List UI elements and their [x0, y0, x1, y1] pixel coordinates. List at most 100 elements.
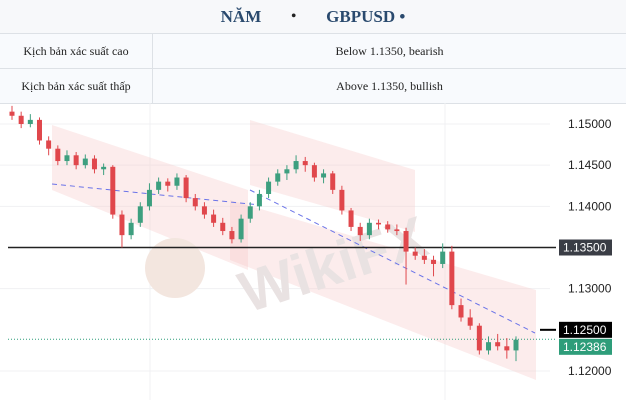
candle [311, 162, 317, 182]
candle-body [321, 173, 327, 178]
candle [82, 154, 88, 169]
candle-body [64, 155, 70, 162]
candle [211, 209, 217, 227]
scenario-label: Kịch bản xác suất cao [0, 34, 153, 68]
candle-body [357, 226, 363, 236]
candle-body [495, 342, 501, 347]
candle [467, 309, 473, 330]
price-tag [559, 321, 612, 338]
candle [449, 245, 455, 310]
candle [174, 173, 180, 190]
candle [18, 111, 24, 129]
y-tick-label: 1.15000 [568, 117, 612, 131]
candle [110, 165, 116, 219]
candle-body [165, 181, 171, 186]
candle [165, 178, 171, 192]
candle [256, 189, 262, 211]
candle [339, 185, 345, 215]
candle-body [137, 206, 143, 223]
candle [495, 333, 501, 351]
candle-body [156, 181, 162, 190]
candle [73, 151, 79, 170]
separator: • [291, 8, 297, 24]
scenario-value: Above 1.1350, bullish [336, 78, 443, 93]
candle [385, 221, 391, 233]
candle [394, 224, 400, 236]
y-tick-label: 1.14000 [568, 199, 612, 213]
candle-body [431, 259, 437, 264]
candle-body [348, 210, 354, 227]
candle [348, 207, 354, 232]
candle [119, 210, 125, 248]
candle [247, 202, 253, 223]
candle-body [385, 224, 391, 230]
candle-body [266, 181, 272, 194]
candle-body [458, 305, 464, 318]
candle [36, 117, 42, 145]
candle [266, 177, 272, 199]
candle-body [238, 218, 244, 240]
candle-body [403, 231, 409, 252]
candle [183, 175, 189, 203]
candle-body [55, 148, 61, 162]
candle-body [486, 342, 492, 351]
price-tag-label: 1.12386 [563, 340, 607, 354]
candle [403, 227, 409, 285]
candle [46, 136, 52, 156]
price-chart[interactable]: WikiFX1.150001.145001.140001.130001.1200… [0, 103, 626, 400]
candle-body [119, 214, 125, 236]
candle [9, 105, 15, 120]
candle-body [504, 346, 510, 351]
candle-body [101, 166, 107, 170]
candle [476, 323, 482, 355]
candle-body [27, 119, 33, 124]
candle-body [302, 161, 308, 166]
candle-body [412, 251, 418, 256]
candle [321, 169, 327, 184]
candle [431, 255, 437, 277]
candle-body [339, 189, 345, 211]
candle-body [293, 161, 299, 170]
candle-body [513, 339, 519, 351]
candle-body [73, 155, 79, 166]
candle-body [192, 198, 198, 207]
candle [128, 218, 134, 240]
price-tag-label: 1.12500 [563, 323, 607, 337]
candle [55, 145, 61, 166]
candle [458, 298, 464, 322]
y-tick-label: 1.13000 [568, 282, 612, 296]
candle [27, 114, 33, 128]
scenario-label: Kịch bản xác suất thấp [0, 69, 153, 103]
candle [366, 218, 372, 240]
candle [504, 338, 510, 359]
candle-body [36, 119, 42, 141]
candle-body [201, 206, 207, 215]
period-label: NĂM [220, 6, 262, 26]
candle-body [247, 206, 253, 219]
scenario-row-high: Kịch bản xác suất cao Below 1.1350, bear… [0, 34, 626, 69]
candle-body [229, 231, 235, 240]
candle [146, 183, 152, 211]
scenario-value: Below 1.1350, bearish [335, 43, 444, 58]
candle-body [82, 158, 88, 166]
candle-body [284, 169, 290, 174]
candle-body [220, 222, 226, 232]
y-tick-label: 1.14500 [568, 158, 612, 172]
candle [486, 336, 492, 355]
candle [357, 222, 363, 241]
candle [137, 202, 143, 227]
candle [293, 155, 299, 174]
candle [421, 249, 427, 264]
candle [330, 170, 336, 194]
candle-body [256, 193, 262, 207]
symbol-label: GBPUSD • [326, 6, 406, 26]
candle [238, 214, 244, 243]
y-tick-label: 1.12000 [568, 364, 612, 378]
candle-body [394, 229, 400, 232]
candle [192, 193, 198, 211]
candle-body [183, 177, 189, 199]
candle-body [146, 189, 152, 207]
trend-line [51, 183, 261, 206]
price-tag [559, 239, 612, 256]
candle-body [449, 251, 455, 306]
